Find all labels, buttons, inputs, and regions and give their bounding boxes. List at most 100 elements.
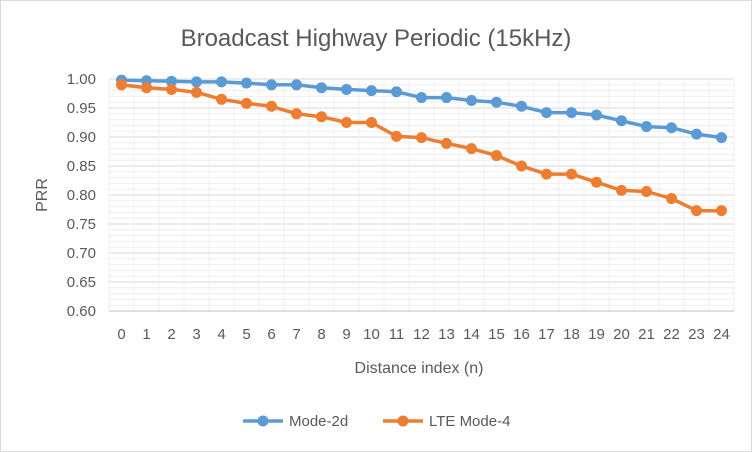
data-point <box>441 137 452 149</box>
x-tick-label: 21 <box>638 326 655 343</box>
data-point <box>591 109 602 121</box>
series-line <box>121 83 722 213</box>
data-point <box>216 93 227 105</box>
data-point <box>666 122 677 134</box>
legend-marker <box>397 415 409 427</box>
data-point <box>391 130 402 142</box>
x-tick-labels: 0 1 2 3 4 5 6 7 8 9 10 11 12 13 14 15 16 17 18 19 20 21 22 23 24 <box>117 326 730 343</box>
data-point <box>566 107 577 119</box>
data-point <box>691 205 702 217</box>
data-point <box>716 205 727 217</box>
x-tick-label: 19 <box>588 326 605 343</box>
legend: Mode-2d LTE Mode-4 <box>243 413 510 430</box>
data-point <box>391 86 402 98</box>
series-line <box>121 78 722 140</box>
data-point <box>516 160 527 172</box>
data-point <box>341 117 352 128</box>
x-tick-label: 22 <box>663 326 680 343</box>
data-point <box>316 111 327 123</box>
data-point <box>416 92 427 104</box>
x-tick-label: 24 <box>713 326 730 343</box>
x-tick-label: 23 <box>688 326 705 343</box>
data-point <box>291 108 302 120</box>
gridlines <box>108 78 735 312</box>
data-point <box>366 117 377 128</box>
x-tick-label: 7 <box>292 326 300 343</box>
data-point <box>191 86 202 98</box>
data-point <box>541 168 552 180</box>
legend-item: Mode-2d <box>243 413 348 430</box>
data-point <box>316 82 327 94</box>
x-tick-label: 8 <box>317 326 325 343</box>
y-tick-label: 0.70 <box>67 245 96 262</box>
x-tick-label: 3 <box>192 326 200 343</box>
data-point <box>241 97 252 109</box>
data-point <box>541 107 552 119</box>
chart-title: Broadcast Highway Periodic (15kHz) <box>181 25 572 52</box>
x-tick-label: 11 <box>389 326 405 343</box>
data-point <box>466 143 477 155</box>
x-tick-label: 14 <box>463 326 480 343</box>
y-tick-labels: 0.60 0.65 0.70 0.75 0.80 0.85 0.90 0.95 1.00 <box>67 71 96 320</box>
x-tick-label: 17 <box>538 326 555 343</box>
x-tick-label: 0 <box>117 326 125 343</box>
legend-marker <box>257 415 269 427</box>
x-tick-label: 2 <box>167 326 175 343</box>
data-point <box>416 132 427 144</box>
data-point <box>716 132 727 144</box>
series-2 <box>116 79 727 217</box>
data-point <box>266 100 277 112</box>
y-tick-label: 0.85 <box>67 158 96 175</box>
y-tick-label: 0.60 <box>67 303 96 320</box>
data-point <box>191 76 202 88</box>
y-tick-label: 0.65 <box>67 274 96 291</box>
data-point <box>616 184 627 196</box>
x-tick-label: 1 <box>142 326 150 343</box>
x-tick-label: 12 <box>413 326 430 343</box>
x-tick-label: 13 <box>438 326 455 343</box>
data-point <box>291 79 302 91</box>
x-tick-label: 5 <box>242 326 250 343</box>
data-point <box>491 150 502 162</box>
legend-label: Mode-2d <box>289 413 348 430</box>
y-tick-label: 1.00 <box>67 71 96 88</box>
data-point <box>441 92 452 104</box>
data-point <box>566 168 577 180</box>
x-tick-label: 4 <box>217 326 225 343</box>
x-tick-label: 9 <box>342 326 350 343</box>
y-tick-label: 0.80 <box>67 187 96 204</box>
data-point <box>266 79 277 91</box>
data-point <box>516 100 527 112</box>
legend-item: LTE Mode-4 <box>383 413 510 430</box>
data-point <box>366 85 377 97</box>
data-point <box>166 83 177 95</box>
x-tick-label: 18 <box>563 326 580 343</box>
data-point <box>166 75 177 87</box>
legend-label: LTE Mode-4 <box>429 413 510 430</box>
data-point <box>616 115 627 127</box>
x-axis-label: Distance index (n) <box>355 360 484 377</box>
data-point <box>341 83 352 95</box>
data-point <box>691 128 702 140</box>
data-point <box>641 186 652 198</box>
y-tick-label: 0.95 <box>67 100 96 117</box>
data-point <box>141 82 152 94</box>
data-point <box>466 94 477 106</box>
x-tick-label: 20 <box>613 326 630 343</box>
data-point <box>491 96 502 108</box>
x-tick-label: 15 <box>488 326 505 343</box>
x-tick-label: 6 <box>267 326 275 343</box>
data-point <box>116 79 127 91</box>
data-point <box>216 76 227 88</box>
y-tick-label: 0.90 <box>67 129 96 146</box>
series-lines <box>116 74 727 217</box>
data-point <box>641 121 652 133</box>
data-point <box>591 176 602 188</box>
x-tick-label: 16 <box>513 326 530 343</box>
data-point <box>241 77 252 89</box>
x-tick-label: 10 <box>363 326 380 343</box>
data-point <box>666 192 677 204</box>
y-tick-label: 0.75 <box>67 216 96 233</box>
